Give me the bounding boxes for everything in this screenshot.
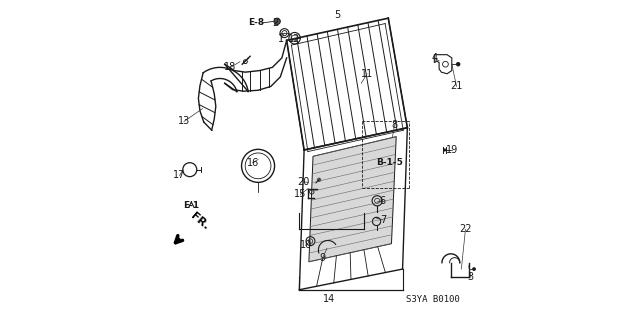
Text: 15: 15 [294, 189, 307, 199]
Text: 16: 16 [246, 158, 259, 168]
Text: 19: 19 [446, 145, 458, 155]
Text: B-1-5: B-1-5 [376, 158, 403, 167]
Circle shape [472, 267, 476, 271]
Text: 5: 5 [334, 10, 340, 20]
Text: 11: 11 [361, 69, 373, 79]
Circle shape [274, 18, 280, 25]
Text: 21: 21 [451, 81, 463, 92]
Text: 13: 13 [178, 116, 190, 126]
Text: 7: 7 [380, 215, 386, 225]
Text: 8: 8 [392, 120, 397, 130]
Text: 10: 10 [300, 240, 312, 250]
Text: 17: 17 [173, 170, 186, 180]
Text: 22: 22 [460, 224, 472, 234]
Text: 20: 20 [298, 177, 310, 187]
Text: 12: 12 [288, 34, 300, 44]
Text: S3YA B0100: S3YA B0100 [406, 295, 460, 304]
Circle shape [317, 178, 321, 182]
Circle shape [456, 62, 460, 66]
Text: 1: 1 [278, 34, 284, 44]
Text: E-1: E-1 [183, 201, 200, 210]
Text: FR.: FR. [189, 211, 211, 232]
Text: 2: 2 [272, 18, 278, 28]
Text: 6: 6 [380, 196, 386, 206]
Text: E-8: E-8 [248, 19, 264, 27]
Text: 3: 3 [468, 272, 474, 282]
Polygon shape [309, 137, 396, 262]
Text: 14: 14 [323, 294, 335, 304]
Circle shape [443, 148, 446, 152]
Text: 18: 18 [224, 63, 237, 72]
Text: 9: 9 [319, 253, 326, 263]
Text: 4: 4 [431, 53, 437, 63]
